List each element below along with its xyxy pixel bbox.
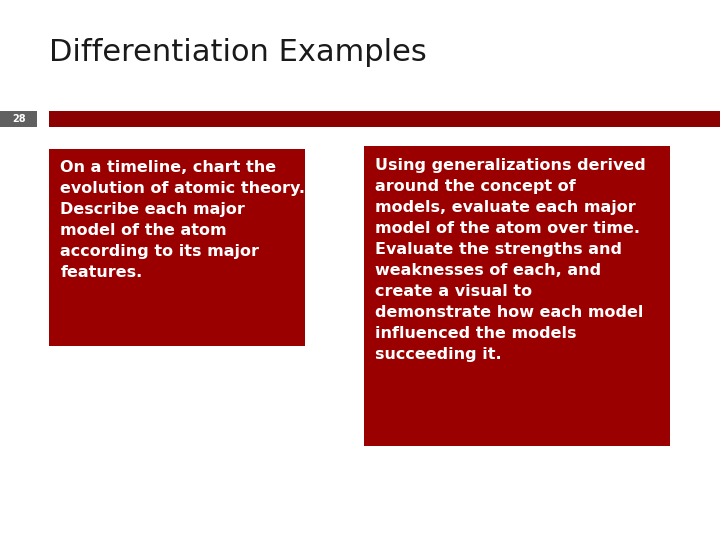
FancyBboxPatch shape <box>0 111 37 127</box>
FancyBboxPatch shape <box>49 111 720 127</box>
Text: 28: 28 <box>12 114 25 124</box>
Text: Using generalizations derived
around the concept of
models, evaluate each major
: Using generalizations derived around the… <box>375 158 646 362</box>
FancyBboxPatch shape <box>364 146 670 446</box>
FancyBboxPatch shape <box>49 148 305 346</box>
Text: On a timeline, chart the
evolution of atomic theory.
Describe each major
model o: On a timeline, chart the evolution of at… <box>60 160 305 280</box>
Text: Differentiation Examples: Differentiation Examples <box>49 38 427 67</box>
